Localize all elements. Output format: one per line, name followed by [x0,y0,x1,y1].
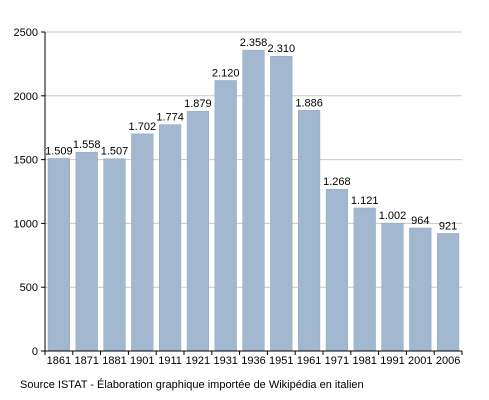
data-label: 1.774 [156,112,184,124]
bar [75,151,98,352]
y-tick-label: 2000 [14,91,38,103]
x-tick-label: 1931 [213,355,237,367]
data-label: 921 [439,220,457,232]
x-tick-label: 1871 [74,355,98,367]
x-tick-label: 1881 [102,355,126,367]
data-label: 1.268 [323,176,351,188]
data-label: 2.358 [240,37,268,49]
x-tick-label: 1951 [269,355,293,367]
bar [437,233,460,352]
x-tick-label: 1981 [352,355,376,367]
source-note: Source ISTAT - Élaboration graphique imp… [20,379,364,391]
y-axis-ticks: 0 500 1000 1500 2000 2500 [14,27,45,358]
bar [131,133,154,352]
bar [409,227,432,352]
data-label: 1.702 [129,121,157,133]
x-tick-label: 1921 [186,355,210,367]
bar [214,80,237,352]
x-tick-label: 1861 [47,355,71,367]
bar [381,222,404,352]
bar [159,124,182,352]
data-label: 2.120 [212,67,240,79]
y-tick-label: 500 [20,282,38,294]
x-tick-label: 1911 [158,355,182,367]
data-label: 1.509 [45,145,73,157]
bar [47,158,70,352]
bar [103,158,126,352]
x-tick-label: 1991 [380,355,404,367]
data-label: 1.879 [184,98,212,110]
bar [325,188,348,352]
data-label: 1.002 [379,210,407,222]
bars [47,49,460,352]
data-label: 1.507 [101,146,129,158]
x-tick-label: 1961 [297,355,321,367]
axes [44,32,462,352]
y-tick-label: 0 [32,346,38,358]
x-tick-label: 1901 [130,355,154,367]
bar [270,55,293,352]
x-tick-label: 1936 [241,355,265,367]
bar [242,49,265,352]
y-tick-label: 1000 [14,218,38,230]
data-label: 1.886 [295,97,323,109]
bar [298,110,321,352]
x-tick-label: 1971 [325,355,349,367]
y-tick-label: 2500 [14,27,38,39]
x-axis-ticks: 1861 1871 1881 1901 1911 1921 1931 1936 1951 1961… [44,351,463,367]
bar [353,207,376,352]
x-tick-label: 2006 [436,355,460,367]
data-label: 2.310 [268,43,296,55]
x-tick-label: 2001 [408,355,432,367]
data-label: 1.558 [73,139,101,151]
data-label: 1.121 [351,195,379,207]
bar [186,110,209,352]
y-tick-label: 1500 [14,155,38,167]
data-label: 964 [411,215,429,227]
